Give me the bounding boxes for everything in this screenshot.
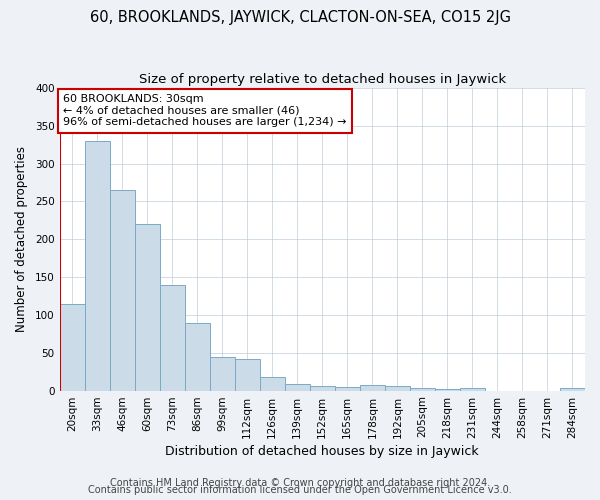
Bar (85, 141, 110, 390)
Bar (110, 190, 134, 390)
Bar (209, 356, 235, 390)
Text: 60 BROOKLANDS: 30sqm
← 4% of detached houses are smaller (46)
96% of semi-detach: 60 BROOKLANDS: 30sqm ← 4% of detached ho… (64, 94, 347, 128)
Bar (285, 384, 310, 390)
Bar (310, 386, 335, 390)
Bar (134, 224, 160, 390)
Bar (260, 377, 285, 390)
Bar (185, 322, 209, 390)
Bar (410, 388, 435, 390)
Y-axis label: Number of detached properties: Number of detached properties (15, 146, 28, 332)
Bar (360, 386, 385, 390)
Bar (235, 359, 260, 390)
Text: Contains HM Land Registry data © Crown copyright and database right 2024.: Contains HM Land Registry data © Crown c… (110, 478, 490, 488)
Bar (59, 304, 85, 390)
Bar (160, 284, 185, 391)
Bar (335, 387, 360, 390)
Bar (560, 388, 585, 390)
Bar (435, 389, 460, 390)
Text: 60, BROOKLANDS, JAYWICK, CLACTON-ON-SEA, CO15 2JG: 60, BROOKLANDS, JAYWICK, CLACTON-ON-SEA,… (89, 10, 511, 25)
Bar (385, 386, 410, 390)
Bar (460, 388, 485, 390)
Title: Size of property relative to detached houses in Jaywick: Size of property relative to detached ho… (139, 72, 506, 86)
Text: Contains public sector information licensed under the Open Government Licence v3: Contains public sector information licen… (88, 485, 512, 495)
X-axis label: Distribution of detached houses by size in Jaywick: Distribution of detached houses by size … (166, 444, 479, 458)
